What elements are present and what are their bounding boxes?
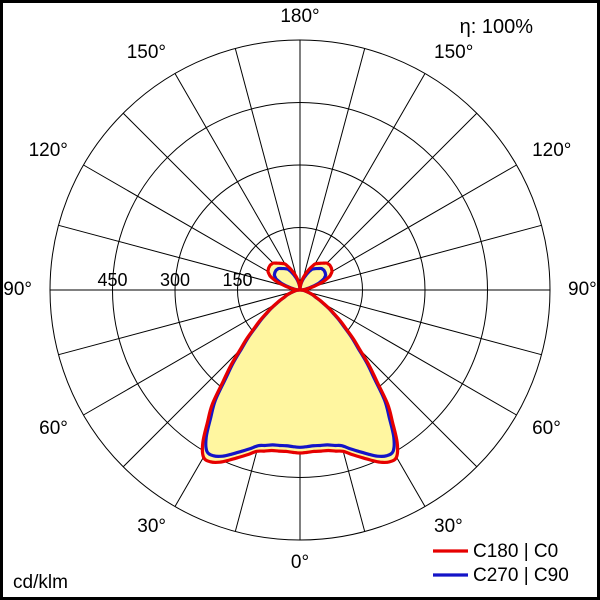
svg-text:0°: 0°: [291, 552, 309, 573]
svg-text:120°: 120°: [29, 140, 68, 161]
svg-text:180°: 180°: [280, 6, 319, 27]
svg-text:150: 150: [222, 270, 252, 290]
svg-text:30°: 30°: [434, 516, 463, 537]
svg-text:60°: 60°: [39, 418, 68, 439]
svg-text:150°: 150°: [127, 42, 166, 63]
svg-text:60°: 60°: [532, 418, 561, 439]
svg-text:30°: 30°: [137, 516, 166, 537]
svg-text:90°: 90°: [568, 279, 597, 300]
svg-text:450: 450: [97, 270, 127, 290]
svg-text:η: 100%: η: 100%: [460, 16, 534, 38]
svg-text:150°: 150°: [434, 42, 473, 63]
svg-text:C270 | C90: C270 | C90: [473, 565, 569, 586]
svg-text:90°: 90°: [3, 279, 32, 300]
svg-text:120°: 120°: [532, 140, 571, 161]
svg-text:C180 | C0: C180 | C0: [473, 541, 558, 562]
svg-text:cd/klm: cd/klm: [13, 572, 68, 593]
svg-text:300: 300: [160, 270, 190, 290]
